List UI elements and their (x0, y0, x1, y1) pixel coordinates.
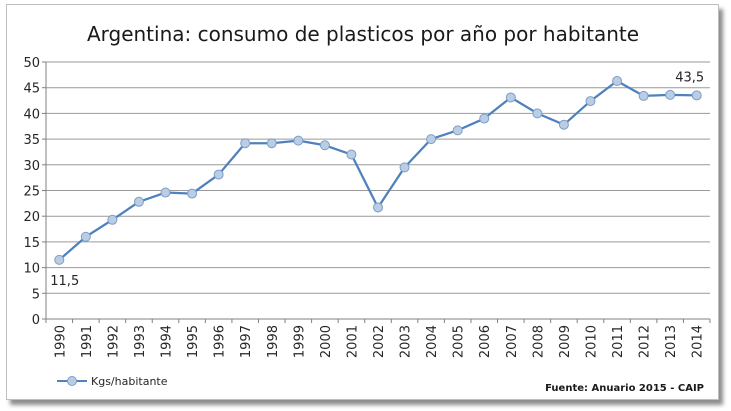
grid-lines (46, 61, 710, 294)
data-point (452, 125, 463, 136)
x-tick-label: 2003 (399, 325, 414, 358)
data-point (187, 188, 198, 199)
x-tick-label: 1999 (292, 325, 307, 358)
data-point (240, 138, 251, 149)
x-tick-label: 1994 (160, 325, 175, 358)
data-point (505, 92, 516, 103)
y-tick-label: 20 (23, 210, 40, 225)
y-tick-label: 10 (23, 262, 40, 277)
x-tick-label: 2013 (664, 325, 679, 358)
x-tick-label: 1991 (80, 325, 95, 358)
y-tick-label: 25 (23, 185, 40, 200)
x-tick-label: 2009 (558, 325, 573, 358)
legend: Kgs/habitante (57, 375, 168, 388)
x-tick-label: 2002 (372, 325, 387, 358)
x-tick-label: 2012 (638, 325, 653, 358)
data-point (266, 138, 277, 149)
chart-frame: Argentina: consumo de plasticos por año … (6, 4, 719, 400)
data-label: 11,5 (50, 274, 79, 289)
legend-label: Kgs/habitante (91, 375, 168, 388)
x-tick-label: 1995 (186, 325, 201, 358)
series-line (58, 79, 697, 261)
series-layer (54, 76, 702, 265)
x-tick-label: 2001 (345, 325, 360, 358)
data-point (373, 202, 383, 213)
data-point (612, 76, 623, 87)
y-tick-label: 50 (23, 56, 40, 71)
data-point (213, 169, 224, 180)
data-point (638, 90, 649, 101)
data-point (107, 214, 118, 225)
data-point (160, 187, 171, 198)
x-tick-label: 2014 (691, 325, 706, 358)
y-tick-label: 40 (23, 107, 40, 122)
x-axis-ticks: 1990 1991 1992 1993 1994 1995 1996 1997 1998 1999… (45, 319, 711, 358)
x-tick-label: 1997 (239, 325, 254, 358)
x-tick-label: 1993 (133, 325, 148, 358)
chart-title: Argentina: consumo de plasticos por año … (87, 22, 639, 46)
line-chart: Argentina: consumo de plasticos por año … (23, 22, 711, 394)
data-point (479, 113, 490, 124)
x-tick-label: 2000 (319, 325, 334, 358)
data-point (691, 90, 702, 101)
data-point (346, 149, 357, 160)
data-point (426, 134, 437, 145)
data-point (399, 162, 410, 173)
x-tick-label: 2004 (425, 325, 440, 358)
data-point (133, 196, 144, 207)
x-tick-label: 2008 (531, 325, 546, 358)
x-tick-label: 2010 (584, 325, 599, 358)
y-tick-label: 15 (23, 236, 40, 251)
y-axis-ticks: 0 5 10 15 20 25 30 35 40 45 50 (23, 56, 46, 328)
data-point (80, 231, 91, 242)
data-point (319, 140, 330, 151)
y-tick-label: 5 (32, 287, 40, 302)
data-label: 43,5 (675, 70, 704, 85)
data-point (532, 108, 543, 119)
x-tick-label: 2011 (611, 325, 626, 358)
x-tick-label: 1998 (266, 325, 281, 358)
y-tick-label: 30 (23, 159, 40, 174)
x-tick-label: 2006 (478, 325, 493, 358)
data-point (558, 119, 569, 130)
data-point (54, 254, 65, 265)
source-note: Fuente: Anuario 2015 - CAIP (545, 383, 704, 394)
x-tick-label: 1996 (213, 325, 228, 358)
x-tick-label: 1992 (106, 325, 121, 358)
data-point (665, 89, 676, 100)
y-tick-label: 35 (23, 133, 40, 148)
legend-marker (67, 376, 77, 386)
x-tick-label: 1990 (53, 325, 68, 358)
x-tick-label: 2005 (452, 325, 467, 358)
y-tick-label: 45 (23, 82, 40, 97)
data-point (585, 96, 596, 107)
data-labels: 11,5 43,5 (50, 70, 704, 288)
y-tick-label: 0 (32, 313, 40, 328)
x-tick-label: 2007 (505, 325, 520, 358)
data-point (293, 135, 304, 146)
